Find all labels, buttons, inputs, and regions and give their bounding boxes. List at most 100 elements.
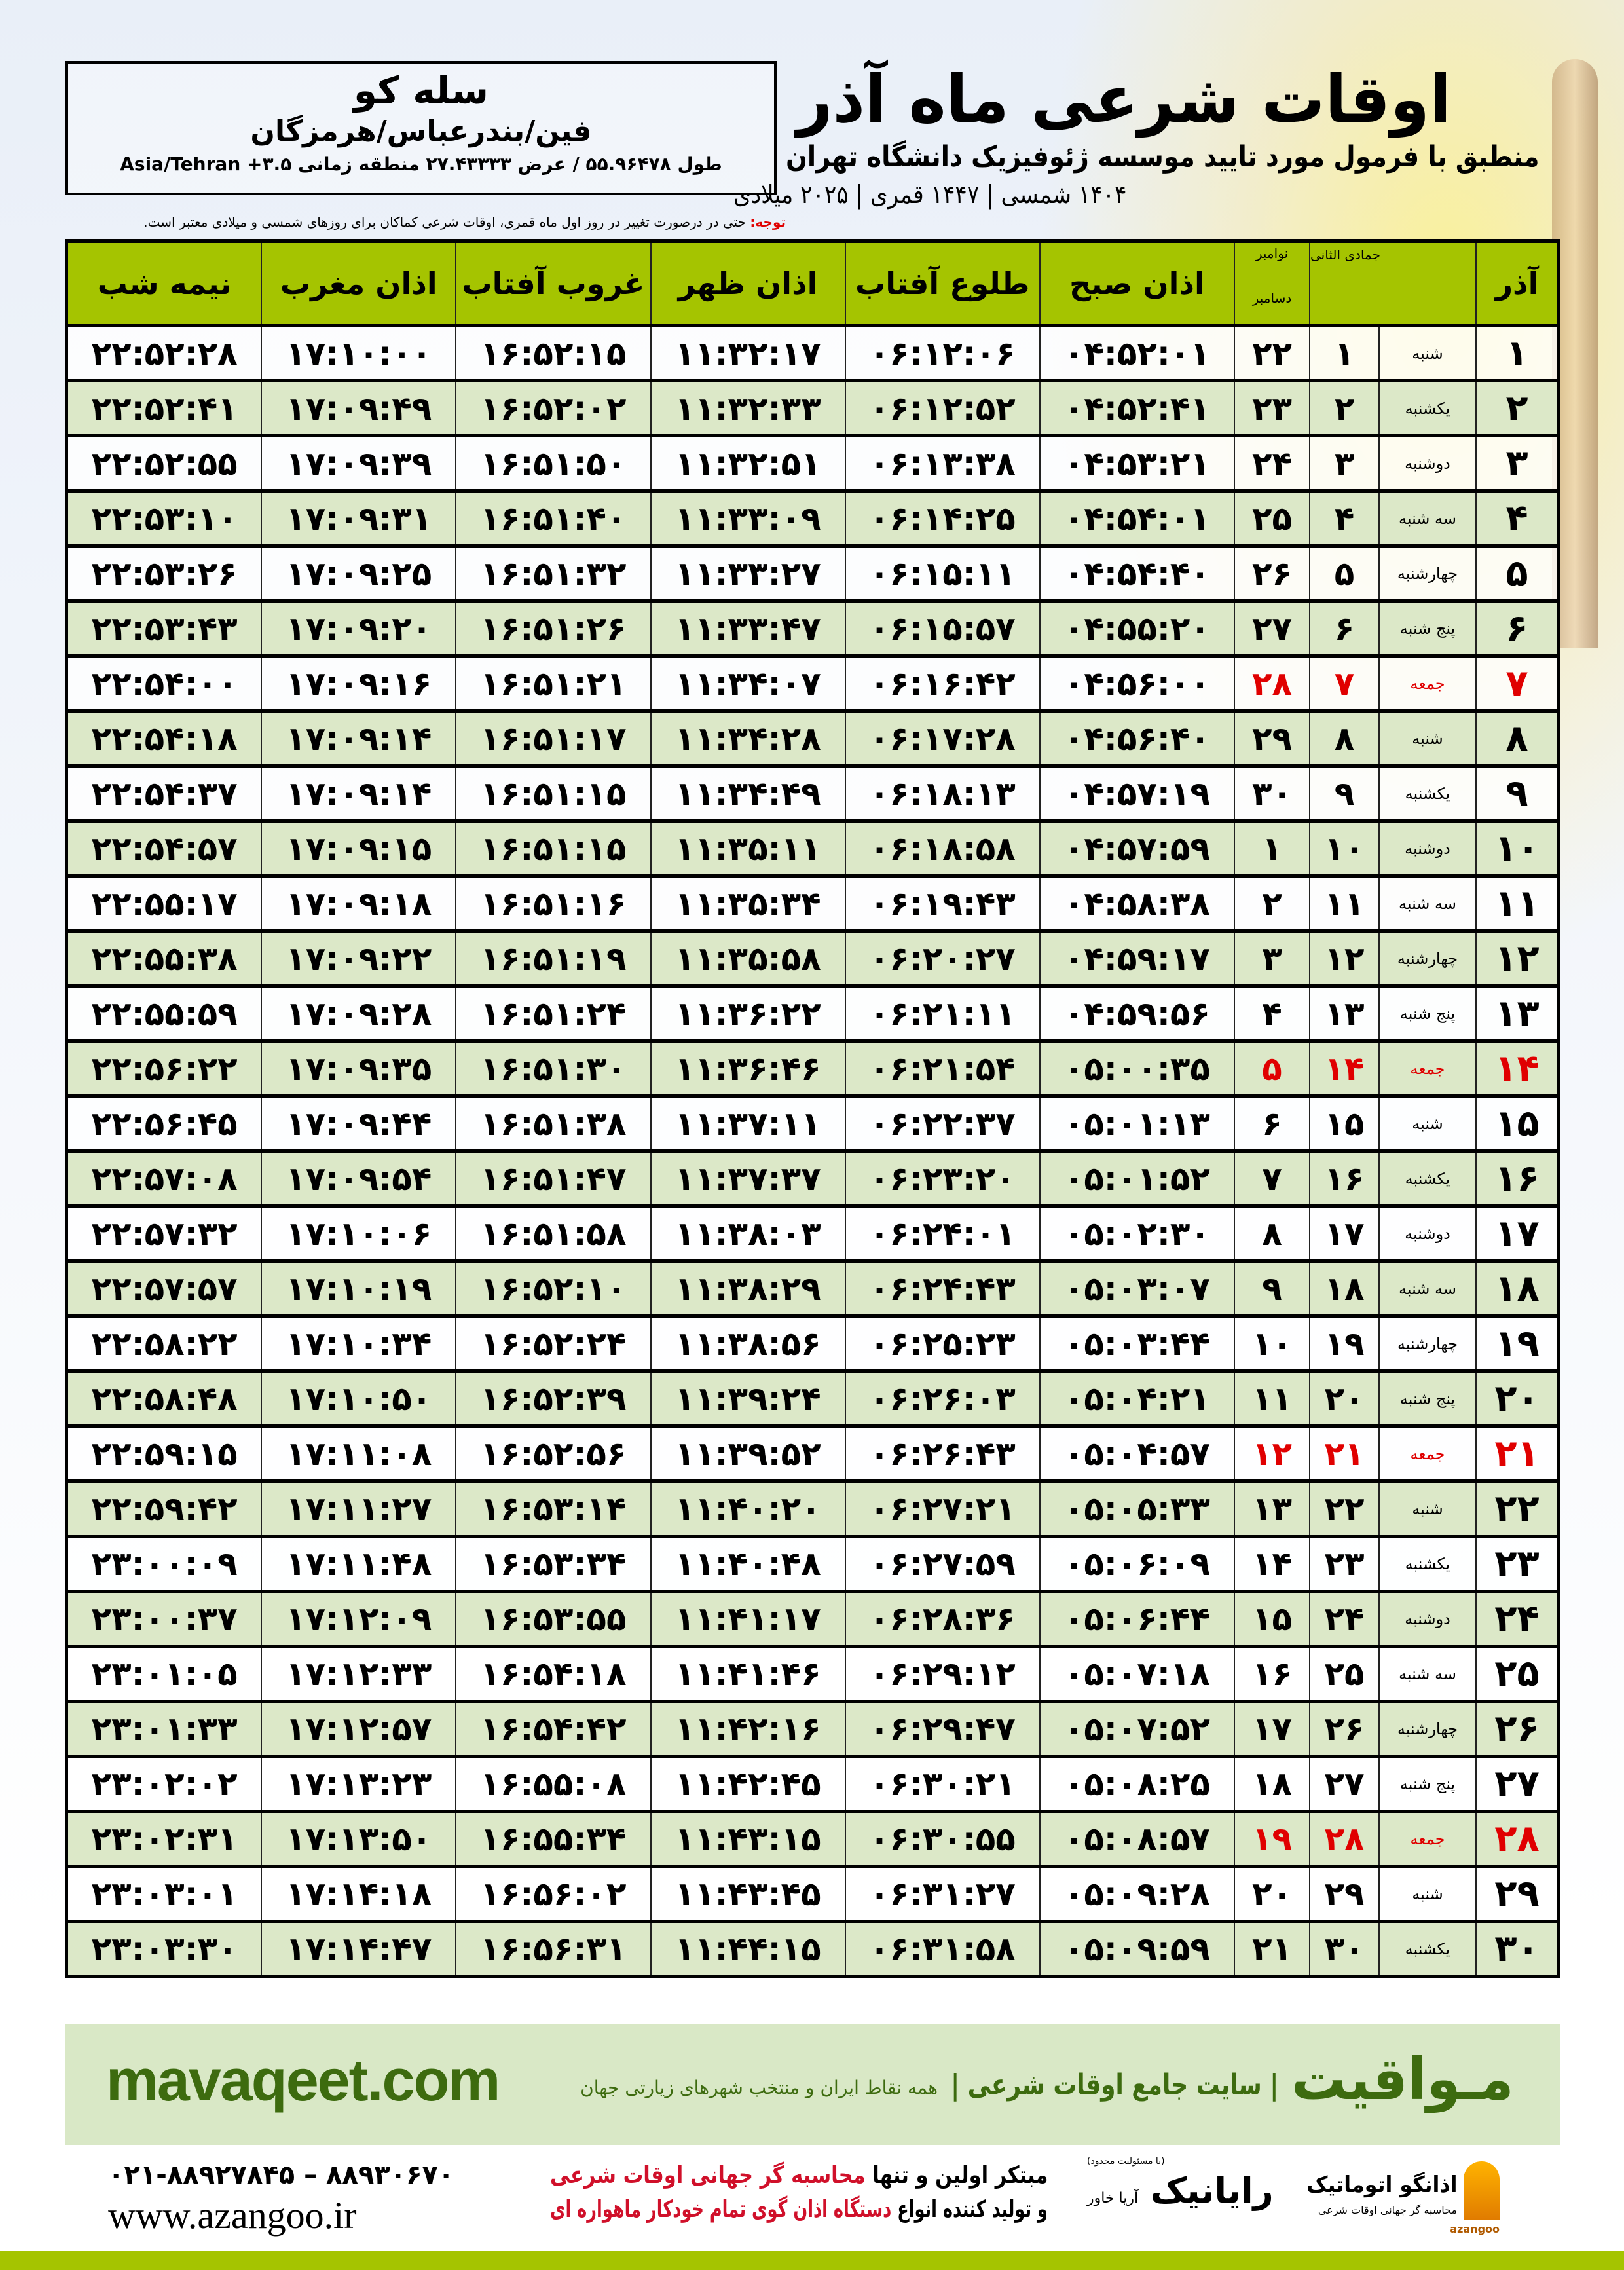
maghrib-time: ۱۷:۱۳:۲۳: [261, 1756, 457, 1813]
sunset-time: ۱۶:۵۳:۵۵: [455, 1591, 652, 1648]
day-number: ۵: [1475, 546, 1559, 603]
maghrib-time: ۱۷:۰۹:۲۵: [261, 546, 457, 603]
fajr-time: ۰۴:۵۴:۰۱: [1039, 491, 1235, 548]
fajr-time: ۰۵:۰۷:۱۸: [1039, 1646, 1235, 1703]
midnight-time: ۲۲:۵۷:۳۲: [65, 1206, 263, 1263]
maghrib-time: ۱۷:۰۹:۱۸: [261, 876, 457, 933]
sunset-time: ۱۶:۵۲:۰۲: [455, 381, 652, 437]
table-row: ۱۹ چهارشنبه ۱۹ ۱۰ ۰۵:۰۳:۴۴ ۰۶:۲۵:۲۳ ۱۱:۳۸:۵۶ ۱۶…: [65, 1316, 1559, 1373]
mavaqeet-link-box[interactable]: mavaqeet.com: [106, 2045, 500, 2117]
weekday: یکشنبه: [1378, 1921, 1477, 1978]
midnight-time: ۲۳:۰۱:۰۵: [65, 1646, 263, 1703]
maghrib-time: ۱۷:۰۹:۱۴: [261, 711, 457, 768]
dhuhr-time: ۱۱:۳۵:۱۱: [650, 821, 846, 878]
dhuhr-time: ۱۱:۴۳:۴۵: [650, 1866, 846, 1923]
hijri-day: ۲۲: [1308, 1481, 1380, 1538]
note-label: توجه:: [750, 214, 786, 230]
fajr-time: ۰۵:۰۹:۲۸: [1039, 1866, 1235, 1923]
dhuhr-time: ۱۱:۳۴:۲۸: [650, 711, 846, 768]
midnight-time: ۲۲:۵۸:۲۲: [65, 1316, 263, 1373]
gregorian-day: ۱۲: [1233, 1426, 1310, 1483]
dhuhr-time: ۱۱:۳۸:۲۹: [650, 1261, 846, 1318]
table-row: ۲۰ پنج شنبه ۲۰ ۱۱ ۰۵:۰۴:۲۱ ۰۶:۲۶:۰۳ ۱۱:۳۹:۲۴ ۱۶…: [65, 1371, 1559, 1428]
fajr-time: ۰۵:۰۲:۳۰: [1039, 1206, 1235, 1263]
table-row: ۲۷ پنج شنبه ۲۷ ۱۸ ۰۵:۰۸:۲۵ ۰۶:۳۰:۲۱ ۱۱:۴۲:۴۵ ۱۶…: [65, 1756, 1559, 1813]
table-row: ۲۱ جمعه ۲۱ ۱۲ ۰۵:۰۴:۵۷ ۰۶:۲۶:۴۳ ۱۱:۳۹:۵۲ ۱۶:۵۲:…: [65, 1426, 1559, 1483]
sunrise-time: ۰۶:۲۹:۴۷: [844, 1701, 1041, 1758]
hijri-day: ۷: [1308, 656, 1380, 713]
midnight-time: ۲۲:۵۲:۵۵: [65, 436, 263, 493]
day-number: ۱۳: [1475, 986, 1559, 1043]
gregorian-day: ۲۱: [1233, 1921, 1310, 1978]
table-row: ۹ یکشنبه ۹ ۳۰ ۰۴:۵۷:۱۹ ۰۶:۱۸:۱۳ ۱۱:۳۴:۴۹ ۱۶:۵۱:…: [65, 766, 1559, 823]
midnight-time: ۲۲:۵۲:۲۸: [65, 326, 263, 382]
maghrib-time: ۱۷:۱۰:۳۴: [261, 1316, 457, 1373]
hijri-day: ۶: [1308, 601, 1380, 658]
slogan-row-1: مبتکر اولین و تنها محاسبه گر جهانی اوقات…: [550, 2159, 1048, 2193]
midnight-time: ۲۲:۵۴:۳۷: [65, 766, 263, 823]
sunrise-time: ۰۶:۲۴:۴۳: [844, 1261, 1041, 1318]
hijri-day: ۳: [1308, 436, 1380, 493]
maghrib-time: ۱۷:۱۲:۰۹: [261, 1591, 457, 1648]
sunset-time: ۱۶:۵۳:۳۴: [455, 1536, 652, 1593]
dhuhr-time: ۱۱:۳۷:۳۷: [650, 1151, 846, 1208]
azangoo-link-box[interactable]: www.azangoo.ir: [108, 2194, 475, 2237]
fajr-time: ۰۵:۰۳:۴۴: [1039, 1316, 1235, 1373]
dhuhr-time: ۱۱:۳۹:۵۲: [650, 1426, 846, 1483]
dhuhr-time: ۱۱:۳۲:۱۷: [650, 326, 846, 382]
day-number: ۲۴: [1475, 1591, 1559, 1648]
year-line-box: ۱۴۰۴ شمسی | ۱۴۴۷ قمری | ۲۰۲۵ میلادی: [733, 179, 1126, 210]
gregorian-day: ۲۸: [1233, 656, 1310, 713]
gregorian-day: ۱۳: [1233, 1481, 1310, 1538]
weekday: دوشنبه: [1378, 821, 1477, 878]
sunrise-time: ۰۶:۳۱:۵۸: [844, 1921, 1041, 1978]
sunrise-time: ۰۶:۳۰:۲۱: [844, 1756, 1041, 1813]
azangoo-sub-box: محاسبه گر جهانی اوقات شرعی: [1306, 2203, 1457, 2218]
weekday: سه شنبه: [1378, 491, 1477, 548]
sunset-time: ۱۶:۵۱:۳۲: [455, 546, 652, 603]
sunrise-time: ۰۶:۲۵:۲۳: [844, 1316, 1041, 1373]
table-row: ۱۴ جمعه ۱۴ ۵ ۰۵:۰۰:۳۵ ۰۶:۲۱:۵۴ ۱۱:۳۶:۴۶ ۱۶:۵۱:۳…: [65, 1041, 1559, 1098]
hijri-day: ۲۰: [1308, 1371, 1380, 1428]
gregorian-day: ۴: [1233, 986, 1310, 1043]
weekday: یکشنبه: [1378, 1151, 1477, 1208]
maghrib-time: ۱۷:۱۴:۴۷: [261, 1921, 457, 1978]
maghrib-time: ۱۷:۱۱:۲۷: [261, 1481, 457, 1538]
sunrise-time: ۰۶:۱۸:۱۳: [844, 766, 1041, 823]
gregorian-day: ۲۶: [1233, 546, 1310, 603]
sunrise-time: ۰۶:۳۱:۲۷: [844, 1866, 1041, 1923]
mavaqeet-logo: مـواقیت: [1291, 2045, 1514, 2113]
hijri-day: ۱۱: [1308, 876, 1380, 933]
gregorian-day: ۱۴: [1233, 1536, 1310, 1593]
gregorian-day: ۲۴: [1233, 436, 1310, 493]
greg-bottom-label: دسامبر: [1252, 290, 1292, 306]
azangoo-sub: محاسبه گر جهانی اوقات شرعی: [1318, 2204, 1457, 2216]
col-sunset: غروب آفتاب: [455, 239, 652, 327]
gregorian-day: ۲۲: [1233, 326, 1310, 382]
col-gregorian: نوامبر دسامبر: [1233, 239, 1310, 327]
sunset-time: ۱۶:۵۱:۴۷: [455, 1151, 652, 1208]
table-row: ۱۸ سه شنبه ۱۸ ۹ ۰۵:۰۳:۰۷ ۰۶:۲۴:۴۳ ۱۱:۳۸:۲۹ ۱۶:۵…: [65, 1261, 1559, 1318]
midnight-time: ۲۳:۰۲:۰۲: [65, 1756, 263, 1813]
col-month: آذر: [1475, 239, 1559, 327]
gregorian-day: ۱۱: [1233, 1371, 1310, 1428]
day-number: ۲۰: [1475, 1371, 1559, 1428]
page-subtitle-box: منطبق با فرمول مورد تایید موسسه ژئوفیزیک…: [786, 139, 1539, 176]
dhuhr-time: ۱۱:۳۳:۰۹: [650, 491, 846, 548]
weekday: جمعه: [1378, 1426, 1477, 1483]
fajr-time: ۰۵:۰۷:۵۲: [1039, 1701, 1235, 1758]
table-row: ۲۶ چهارشنبه ۲۶ ۱۷ ۰۵:۰۷:۵۲ ۰۶:۲۹:۴۷ ۱۱:۴۲:۱۶ ۱۶…: [65, 1701, 1559, 1758]
sunset-time: ۱۶:۵۱:۱۵: [455, 766, 652, 823]
hijri-day: ۱۳: [1308, 986, 1380, 1043]
table-row: ۱۷ دوشنبه ۱۷ ۸ ۰۵:۰۲:۳۰ ۰۶:۲۴:۰۱ ۱۱:۳۸:۰۳ ۱۶:۵۱…: [65, 1206, 1559, 1263]
weekday: سه شنبه: [1378, 1261, 1477, 1318]
day-number: ۳۰: [1475, 1921, 1559, 1978]
fajr-time: ۰۴:۵۸:۳۸: [1039, 876, 1235, 933]
sunset-time: ۱۶:۵۳:۱۴: [455, 1481, 652, 1538]
rayanik-main: رایانیک آریا خاور: [1087, 2168, 1283, 2222]
mavaqeet-link[interactable]: mavaqeet.com: [106, 2048, 500, 2113]
fajr-time: ۰۵:۰۱:۱۳: [1039, 1096, 1235, 1153]
azangoo-link[interactable]: www.azangoo.ir: [108, 2194, 357, 2237]
table-row: ۱۶ یکشنبه ۱۶ ۷ ۰۵:۰۱:۵۲ ۰۶:۲۳:۲۰ ۱۱:۳۷:۳۷ ۱۶:۵۱…: [65, 1151, 1559, 1208]
hijri-day: ۱۴: [1308, 1041, 1380, 1098]
